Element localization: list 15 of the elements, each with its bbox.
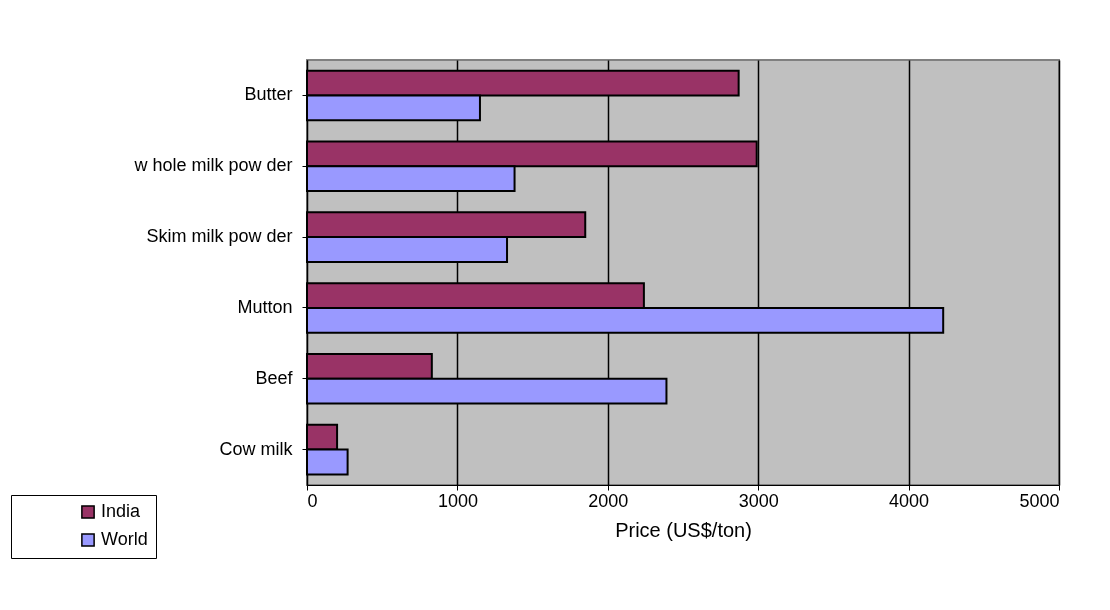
legend-label: World	[101, 529, 148, 549]
legend-label: India	[101, 501, 142, 521]
y-tick-label: Cow milk	[219, 438, 294, 459]
x-tick-label: 1000	[437, 490, 478, 511]
x-tick-label: 4000	[889, 490, 930, 511]
x-tick-label: 3000	[738, 490, 779, 511]
y-tick-label: Butter	[244, 84, 293, 105]
x-tick-label: 2000	[588, 490, 629, 511]
y-tick-label: Beef	[255, 367, 294, 388]
y-tick-label: Mutton	[237, 296, 293, 317]
x-axis-title: Price (US$/ton)	[615, 518, 752, 541]
y-tick-label: Skim milk pow der	[146, 226, 293, 247]
x-tick-label: 5000	[1019, 490, 1060, 511]
y-tick-label: w hole milk pow der	[133, 155, 293, 176]
x-tick-label: 0	[307, 490, 318, 511]
